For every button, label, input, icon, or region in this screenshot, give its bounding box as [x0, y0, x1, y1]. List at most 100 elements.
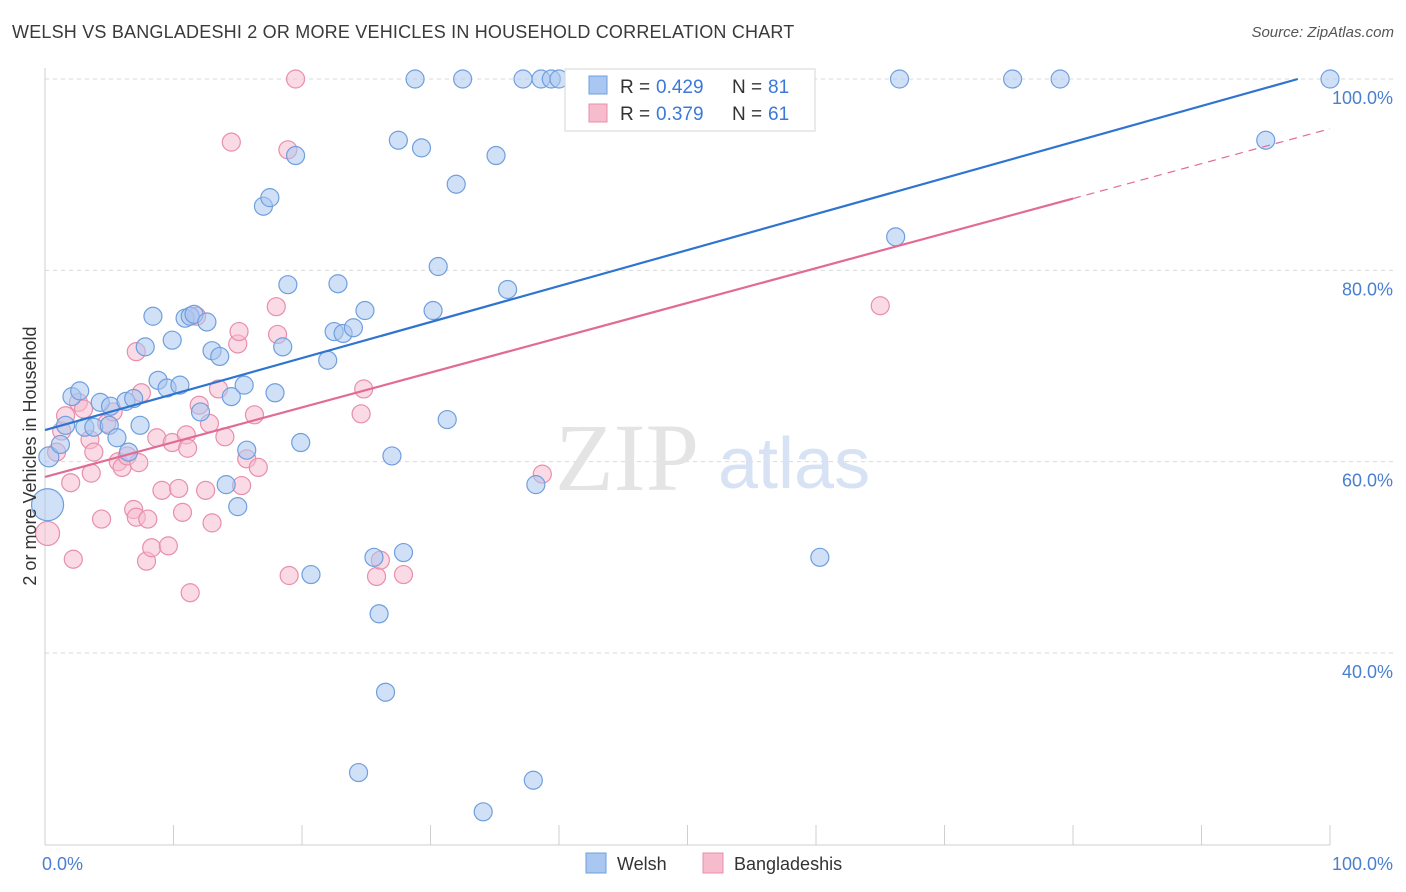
legend-r-value-bangladeshis: 0.379 — [656, 104, 704, 125]
welsh-point-59 — [437, 409, 457, 430]
welsh-point-51 — [375, 682, 396, 702]
bangladeshis-point-50 — [279, 565, 299, 586]
y-tick-label-60: 60.0% — [1342, 471, 1393, 491]
legend-swatch-welsh — [588, 75, 608, 95]
x-tick-label-right: 100.0% — [1332, 854, 1393, 874]
bangladeshis-point-23 — [138, 509, 158, 529]
bangladeshis-point-42 — [229, 321, 249, 342]
welsh-point-30 — [221, 387, 241, 407]
bangladeshis-point-0 — [34, 520, 61, 547]
bangladeshis-point-29 — [169, 478, 189, 499]
welsh-point-62 — [473, 802, 493, 822]
legend-r-label-welsh: R = — [620, 77, 655, 98]
legend-n-label-bangladeshis: N = — [732, 104, 767, 125]
welsh-point-65 — [513, 69, 533, 89]
grid-lines — [45, 78, 1395, 654]
series-welsh-points — [30, 69, 1340, 822]
welsh-point-41 — [301, 564, 321, 585]
series-legend: Welsh Bangladeshis — [585, 852, 842, 874]
welsh-point-25 — [190, 402, 211, 422]
welsh-point-0 — [38, 446, 60, 468]
x-ticks — [44, 825, 1331, 845]
welsh-point-17 — [143, 306, 163, 326]
welsh-point-28 — [210, 346, 230, 367]
welsh-point-61 — [453, 69, 473, 89]
bangladeshis-point-52 — [221, 132, 241, 152]
welsh-point-44 — [328, 274, 348, 294]
bottom-legend-swatch-bangladeshis — [702, 852, 724, 874]
welsh-point-47 — [348, 762, 369, 783]
welsh-point-77 — [1050, 69, 1070, 89]
legend-n-value-bangladeshis: 61 — [768, 104, 789, 125]
welsh-point-35 — [260, 188, 280, 208]
welsh-point-64 — [498, 279, 518, 300]
welsh-point-5 — [70, 381, 90, 401]
welsh-point-53 — [388, 130, 408, 150]
welsh-point-52 — [382, 446, 402, 466]
welsh-point-1 — [30, 488, 65, 522]
welsh-point-31 — [228, 497, 248, 517]
welsh-point-2 — [50, 434, 71, 455]
welsh-point-60 — [446, 174, 466, 194]
welsh-point-26 — [197, 312, 217, 332]
welsh-point-36 — [265, 383, 285, 403]
legend-n-label-welsh: N = — [732, 77, 767, 98]
y-axis-title: 2 or more Vehicles in Household — [20, 326, 40, 585]
welsh-point-49 — [364, 547, 384, 567]
welsh-point-74 — [886, 227, 906, 247]
y-tick-label-80: 80.0% — [1342, 279, 1393, 299]
series-bangladeshis-points — [34, 69, 890, 603]
bangladeshis-point-36 — [196, 480, 216, 500]
welsh-point-79 — [1320, 69, 1340, 89]
chart-title: WELSH VS BANGLADESHI 2 OR MORE VEHICLES … — [12, 22, 795, 42]
welsh-point-75 — [889, 69, 910, 89]
welsh-point-20 — [162, 330, 182, 350]
welsh-point-38 — [278, 275, 298, 295]
welsh-point-33 — [237, 440, 257, 460]
legend-n-value-welsh: 81 — [768, 77, 789, 98]
legend-r-value-welsh: 0.429 — [656, 77, 704, 98]
bangladeshis-point-24 — [142, 538, 162, 558]
welsh-point-67 — [526, 475, 546, 495]
bangladeshis-point-30 — [172, 502, 193, 522]
welsh-point-63 — [486, 145, 506, 166]
welsh-point-16 — [135, 337, 155, 357]
welsh-point-55 — [405, 69, 425, 89]
welsh-point-46 — [343, 318, 363, 338]
trend-lines — [44, 77, 1331, 479]
legend-r-label-bangladeshis: R = — [620, 104, 655, 125]
welsh-point-40 — [291, 432, 311, 453]
bangladeshis-point-27 — [158, 536, 178, 556]
welsh-point-32 — [234, 375, 254, 395]
welsh-point-66 — [523, 770, 543, 790]
welsh-point-29 — [216, 475, 236, 495]
bangladeshis-point-32 — [178, 438, 198, 458]
bangladeshis-point-4 — [61, 473, 81, 493]
watermark-zip: ZIP — [555, 404, 699, 511]
bottom-legend-label-bangladeshis: Bangladeshis — [734, 854, 842, 874]
bangladeshis-point-33 — [180, 583, 200, 603]
welsh-point-39 — [285, 145, 306, 166]
bangladeshis-point-5 — [63, 549, 83, 569]
welsh-point-37 — [273, 337, 293, 357]
chart-source: Source: ZipAtlas.com — [1251, 24, 1394, 41]
bangladeshis-point-59 — [870, 296, 890, 316]
welsh-point-78 — [1256, 130, 1276, 150]
watermark: ZIP atlas — [555, 404, 870, 511]
trend-line-bangladeshis-extension — [1072, 128, 1331, 200]
bangladeshis-point-46 — [248, 457, 268, 478]
trend-line-bangladeshis — [44, 197, 1074, 479]
welsh-point-48 — [355, 300, 375, 321]
welsh-point-15 — [130, 415, 150, 435]
bangladeshis-point-38 — [202, 513, 222, 533]
trend-line-welsh — [44, 77, 1299, 432]
bottom-legend-swatch-welsh — [585, 852, 607, 874]
watermark-atlas: atlas — [718, 424, 870, 504]
bangladeshis-point-11 — [91, 509, 112, 529]
bangladeshis-point-26 — [152, 480, 172, 500]
welsh-point-42 — [318, 350, 338, 370]
bangladeshis-point-55 — [366, 566, 387, 587]
welsh-point-21 — [170, 375, 190, 395]
x-tick-label-left: 0.0% — [42, 854, 83, 874]
